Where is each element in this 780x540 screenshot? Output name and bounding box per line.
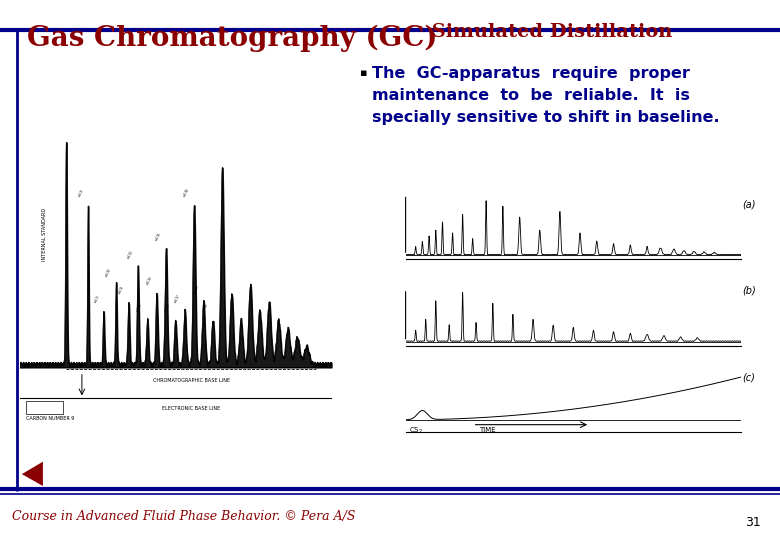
Text: Simulated Distillation: Simulated Distillation (425, 23, 672, 41)
Text: Course in Advanced Fluid Phase Behavior. © Pera A/S: Course in Advanced Fluid Phase Behavior.… (12, 510, 355, 523)
Text: nC$_{18}$: nC$_{18}$ (181, 186, 193, 199)
Text: nC$_9$: nC$_9$ (91, 294, 102, 305)
Text: nC$_{11}$: nC$_{11}$ (116, 284, 127, 296)
Text: nC$_{13}$: nC$_{13}$ (135, 301, 146, 314)
Text: nC$_{10}$: nC$_{10}$ (104, 266, 115, 279)
Text: nC$_{19}$: nC$_{19}$ (191, 284, 202, 296)
Text: nC$_{14}$: nC$_{14}$ (144, 275, 155, 287)
Text: CHROMATOGRAPHIC BASE LINE: CHROMATOGRAPHIC BASE LINE (153, 378, 229, 383)
Text: The  GC-apparatus  require  proper
maintenance  to  be  reliable.  It  is
specia: The GC-apparatus require proper maintena… (372, 66, 720, 125)
Text: nC$_{16}$: nC$_{16}$ (162, 301, 174, 314)
Text: Gas Chromatography (GC): Gas Chromatography (GC) (27, 24, 438, 52)
Text: 31: 31 (745, 516, 760, 529)
Text: nC$_{15}$: nC$_{15}$ (154, 231, 165, 243)
Text: ▪: ▪ (360, 68, 368, 78)
Text: INTERNAL STANDARD: INTERNAL STANDARD (42, 208, 47, 261)
Text: nC$_{17}$: nC$_{17}$ (172, 293, 183, 305)
Text: (c): (c) (743, 373, 756, 382)
Text: nC$_{20}$: nC$_{20}$ (200, 301, 211, 314)
Text: nC$_8$: nC$_8$ (76, 187, 87, 199)
Text: TIME: TIME (480, 427, 496, 433)
Text: nC$_{12}$: nC$_{12}$ (126, 248, 136, 261)
Text: ELECTRONIC BASE LINE: ELECTRONIC BASE LINE (162, 406, 220, 410)
Text: (a): (a) (743, 199, 756, 210)
Text: (b): (b) (743, 286, 757, 296)
Text: CS$_2$: CS$_2$ (409, 426, 423, 436)
Text: CARBON NUMBER 9: CARBON NUMBER 9 (26, 416, 74, 421)
